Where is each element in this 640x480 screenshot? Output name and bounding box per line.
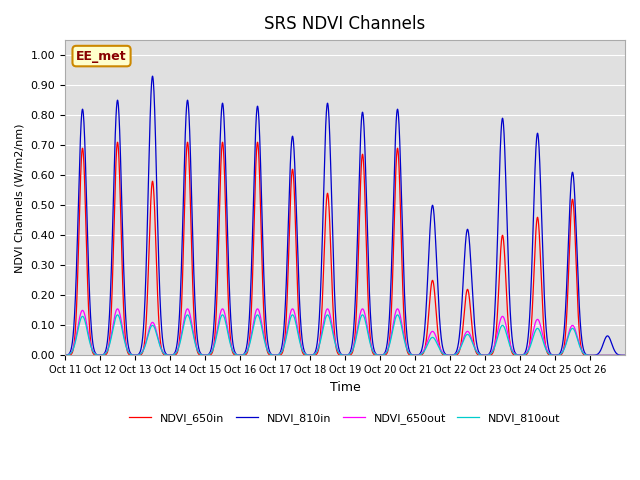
NDVI_810out	[176, 341, 184, 347]
Line: NDVI_810in: NDVI_810in	[65, 76, 625, 355]
NDVI_810in	[61, 352, 69, 358]
Line: NDVI_810out: NDVI_810out	[65, 315, 625, 355]
Legend: NDVI_650in, NDVI_810in, NDVI_650out, NDVI_810out: NDVI_650in, NDVI_810in, NDVI_650out, NDV…	[125, 408, 565, 428]
NDVI_650out	[467, 332, 474, 338]
NDVI_650in	[536, 237, 543, 242]
NDVI_810out	[417, 351, 425, 357]
NDVI_650out	[114, 306, 122, 312]
NDVI_810out	[621, 352, 629, 358]
Line: NDVI_650out: NDVI_650out	[65, 309, 625, 355]
Title: SRS NDVI Channels: SRS NDVI Channels	[264, 15, 426, 33]
NDVI_810in	[148, 73, 156, 79]
NDVI_810out	[114, 312, 122, 318]
NDVI_650out	[536, 320, 543, 325]
NDVI_650out	[417, 351, 425, 357]
NDVI_650in	[114, 139, 122, 145]
NDVI_810in	[417, 349, 425, 355]
X-axis label: Time: Time	[330, 381, 360, 394]
NDVI_810out	[615, 352, 623, 358]
NDVI_650out	[502, 322, 510, 328]
NDVI_650out	[621, 352, 629, 358]
NDVI_650in	[176, 333, 184, 339]
NDVI_810out	[467, 335, 474, 340]
Y-axis label: NDVI Channels (W/m2/nm): NDVI Channels (W/m2/nm)	[15, 123, 25, 273]
NDVI_650in	[417, 352, 425, 358]
NDVI_810in	[621, 352, 629, 358]
NDVI_650out	[61, 352, 69, 358]
NDVI_810in	[536, 156, 543, 162]
NDVI_650in	[615, 352, 623, 358]
Line: NDVI_650in: NDVI_650in	[65, 142, 625, 355]
NDVI_650out	[615, 352, 623, 358]
NDVI_810in	[176, 304, 184, 310]
NDVI_650in	[621, 352, 629, 358]
NDVI_650in	[61, 352, 69, 358]
NDVI_650in	[467, 304, 474, 310]
Text: EE_met: EE_met	[76, 49, 127, 62]
NDVI_650out	[176, 339, 184, 345]
NDVI_810in	[467, 251, 474, 256]
NDVI_810out	[536, 328, 543, 334]
NDVI_810out	[61, 352, 69, 358]
NDVI_650in	[502, 279, 510, 285]
NDVI_810in	[502, 184, 510, 190]
NDVI_810in	[615, 352, 623, 358]
NDVI_810out	[502, 329, 510, 335]
